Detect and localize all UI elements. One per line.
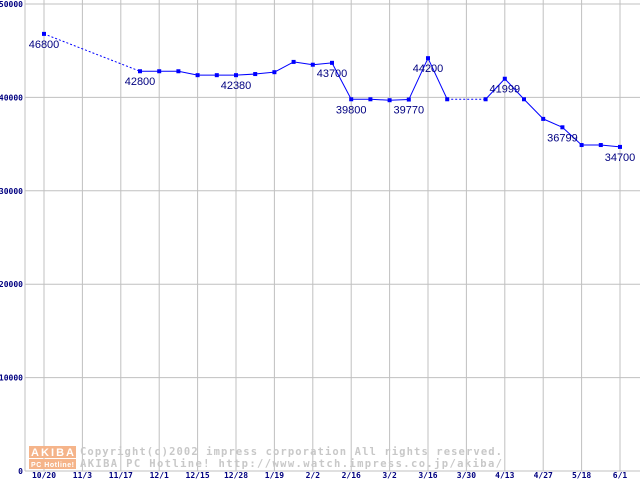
data-label: 39800	[336, 104, 367, 116]
y-tick-label: 40000	[0, 93, 23, 102]
x-tick-label: 1/19	[265, 471, 284, 480]
url-text: AKIBA PC Hotline! http://www.watch.impre…	[80, 458, 502, 470]
data-label: 41999	[490, 84, 521, 96]
data-point	[579, 143, 584, 148]
y-tick-label: 0	[18, 467, 23, 476]
data-point	[234, 73, 238, 78]
y-tick-label: 30000	[0, 187, 23, 196]
line-segment	[542, 118, 563, 128]
x-tick-label: 11/3	[73, 471, 92, 480]
x-tick-label: 2/2	[306, 471, 321, 480]
logo-bottom-box	[29, 459, 76, 469]
grid	[24, 0, 640, 472]
data-point	[483, 97, 488, 102]
line-segment	[178, 70, 198, 76]
x-tick-label: 3/2	[382, 471, 397, 480]
line-segment	[331, 62, 352, 100]
watermark: AKIBA PC Hotline! Copyright(c)2002 impre…	[29, 446, 502, 470]
line-segment	[600, 144, 621, 148]
line-segment	[523, 98, 544, 120]
line-segment	[274, 61, 294, 73]
data-label: 44200	[413, 63, 444, 75]
data-point	[541, 116, 546, 121]
data-label: 43700	[317, 68, 348, 80]
x-tick-label: 12/15	[186, 471, 210, 480]
x-tick-label: 4/13	[495, 471, 514, 480]
x-tick-label: 6/1	[613, 471, 628, 480]
x-tick-label: 10/20	[32, 471, 56, 480]
line-segment	[235, 73, 256, 76]
data-label: 34700	[605, 152, 636, 164]
x-tick-label: 11/17	[109, 471, 133, 480]
data-point	[214, 73, 219, 78]
logo-top-text: AKIBA	[31, 447, 74, 459]
y-axis: 0 10000 20000 30000 40000 50000	[0, 0, 23, 476]
data-label: 42380	[221, 80, 252, 92]
data-point	[253, 72, 258, 77]
logo-bottom-text: PC Hotline!	[31, 462, 74, 469]
data-point	[368, 97, 373, 102]
logo-top-box	[29, 446, 76, 458]
data-label: 39770	[394, 105, 425, 117]
data-point	[618, 144, 622, 149]
x-tick-label: 12/1	[150, 471, 169, 480]
x-tick-label: 3/16	[418, 471, 437, 480]
y-tick-label: 50000	[0, 0, 23, 9]
price-series	[42, 31, 622, 149]
line-segment	[427, 57, 448, 100]
data-label: 42800	[125, 76, 156, 88]
line-segment	[389, 99, 409, 101]
data-point	[560, 125, 565, 130]
data-point	[330, 60, 334, 65]
data-point	[387, 98, 392, 103]
line-segment	[485, 78, 506, 100]
line-segment	[504, 78, 525, 100]
y-tick-label: 10000	[0, 374, 23, 383]
data-point	[502, 76, 507, 81]
data-point	[426, 56, 430, 61]
data-point	[42, 31, 46, 36]
x-tick-label: 12/28	[224, 471, 248, 480]
line-segment	[562, 126, 582, 146]
x-tick-label: 3/30	[457, 471, 476, 480]
data-point	[138, 69, 142, 74]
data-labels: 46800 42800 42380 43700 39800 39770 44200 41999…	[29, 39, 636, 164]
copyright-text: Copyright(c)2002 impress corporation All…	[80, 446, 502, 458]
line-segment	[255, 71, 275, 75]
data-point	[349, 97, 354, 102]
data-point	[406, 97, 411, 102]
line-segment	[408, 57, 429, 100]
y-tick-label: 20000	[0, 280, 23, 289]
data-point	[310, 62, 315, 67]
data-label: 36799	[547, 132, 578, 144]
x-axis: 10/20 11/3 11/17 12/1 12/15 12/28 1/19 2/2 2/16 3…	[32, 471, 627, 480]
data-point	[176, 69, 181, 74]
x-tick-label: 5/18	[572, 471, 591, 480]
data-point	[598, 143, 603, 148]
data-point	[195, 73, 200, 78]
dotted-segment	[43, 33, 141, 72]
data-point	[291, 59, 296, 64]
line-segment	[293, 61, 313, 66]
data-point	[445, 97, 450, 102]
data-point	[157, 69, 162, 74]
data-label: 46800	[29, 39, 60, 51]
x-tick-label: 2/16	[342, 471, 361, 480]
data-point	[522, 97, 526, 102]
x-tick-label: 4/27	[534, 471, 553, 480]
line-segment	[370, 98, 390, 101]
line-segment	[312, 62, 333, 66]
data-point	[272, 70, 277, 75]
